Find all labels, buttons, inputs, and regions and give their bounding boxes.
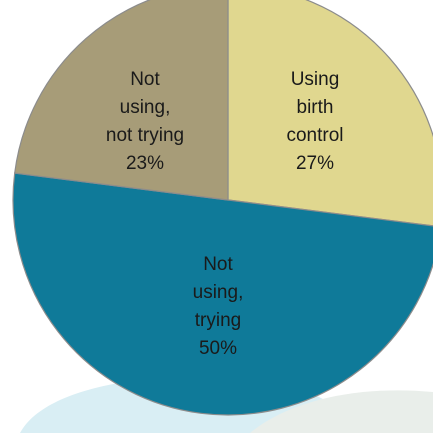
slice-category-label: birth	[297, 97, 334, 118]
pie-slice-3	[14, 0, 229, 201]
slice-category-label: using,	[193, 282, 244, 303]
slice-category-label: trying	[195, 310, 241, 331]
slice-labels: Using birth control 27% Not using, trying 50% No…	[106, 69, 344, 359]
swoosh-grey	[250, 390, 433, 433]
slice-value-label: 23%	[126, 153, 164, 174]
slice-category-label: using,	[120, 97, 171, 118]
slice-category-label: Not	[203, 254, 233, 275]
pie-slices	[12, 0, 433, 416]
slice-category-label: control	[286, 125, 343, 146]
slice-category-label: not trying	[106, 125, 184, 146]
slice-category-label: Not	[130, 69, 160, 90]
slice-category-label: Using	[291, 69, 340, 90]
pie-slice-2	[12, 172, 433, 416]
slice-value-label: 27%	[296, 153, 334, 174]
pie-slice-1	[227, 0, 433, 227]
slice-value-label: 50%	[199, 338, 237, 359]
